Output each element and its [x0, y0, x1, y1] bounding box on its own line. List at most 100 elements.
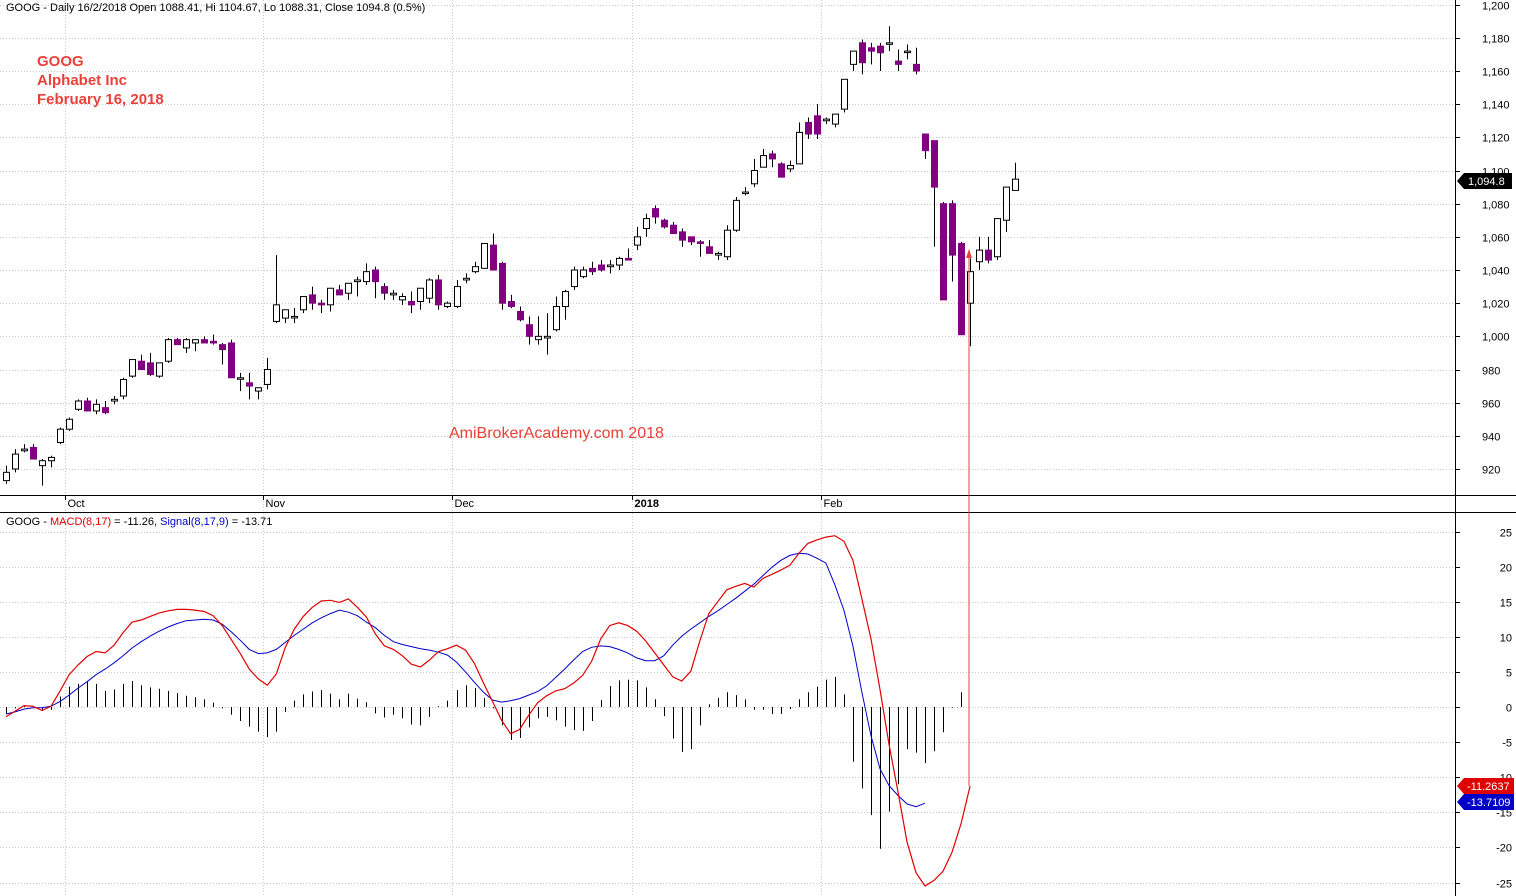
candle-body: [192, 339, 199, 344]
x-tick-label: Oct: [68, 498, 85, 510]
annotation-ticker: GOOG: [37, 53, 84, 70]
signal-value-tag: -13.7109: [1457, 794, 1514, 810]
candle-body: [327, 287, 334, 306]
candlestick-series: [3, 26, 1019, 486]
candle-body: [463, 277, 470, 281]
price-tick-label: 1,060: [1482, 233, 1510, 245]
candle-body: [841, 78, 848, 110]
candle-body: [850, 50, 857, 65]
price-tick-label: 980: [1482, 366, 1500, 378]
candle-body: [832, 113, 839, 125]
macd-tick-label: 10: [1500, 633, 1512, 645]
macd-tick-label: -5: [1502, 738, 1512, 750]
candle-body: [156, 362, 163, 377]
price-grid: [0, 0, 1460, 896]
candle-body: [228, 342, 235, 379]
candle-body: [390, 292, 397, 296]
price-tick-label: 1,120: [1482, 133, 1510, 145]
candle-body: [634, 236, 641, 246]
candle-body: [958, 242, 965, 336]
price-axis-labels: 920 940 960 980 1,000 1,020 1,040 1,060 1,080 1,1…: [1482, 1, 1510, 477]
candle-body: [625, 257, 632, 261]
candle-body: [472, 266, 479, 273]
candle-body: [490, 244, 497, 271]
candle-body: [102, 407, 109, 414]
candle-body: [147, 362, 154, 375]
candle-body: [93, 403, 100, 412]
candle-body: [868, 47, 875, 52]
macd-tick-label: 5: [1506, 668, 1512, 680]
candle-body: [976, 249, 983, 263]
candle-body: [859, 42, 866, 64]
candle-body: [454, 286, 461, 307]
candle-body: [643, 218, 650, 230]
candle-body: [931, 140, 938, 188]
annotation-date: February 16, 2018: [37, 91, 164, 108]
x-tick-label: Feb: [824, 498, 843, 510]
price-tick-label: 1,020: [1482, 299, 1510, 311]
macd-tick-label: 20: [1500, 563, 1512, 575]
candle-body: [282, 309, 289, 319]
candle-body: [138, 360, 145, 371]
candle-body: [823, 118, 830, 122]
candle-body: [904, 50, 911, 54]
candle-body: [201, 339, 208, 344]
macd-tick-label: 15: [1500, 598, 1512, 610]
price-tick-label: 1,160: [1482, 67, 1510, 79]
candle-body: [886, 42, 893, 45]
candle-body: [814, 115, 821, 135]
candle-body: [354, 279, 361, 283]
macd-header-prefix: GOOG -: [6, 516, 50, 528]
candle-body: [562, 291, 569, 307]
candle-body: [616, 257, 623, 266]
candle-body: [994, 218, 1001, 258]
macd-histogram-series: [6, 676, 962, 849]
candle-body: [661, 219, 668, 228]
price-tick-label: 920: [1482, 465, 1500, 477]
candle-body: [291, 315, 298, 319]
candle-body: [769, 153, 776, 160]
candle-body: [345, 282, 352, 294]
candle-body: [481, 242, 488, 269]
signal-value-tag-text: -13.7109: [1467, 797, 1510, 809]
annotation-arrowhead: [966, 249, 972, 258]
candle-body: [742, 191, 749, 195]
candle-body: [435, 279, 442, 306]
candle-body: [174, 339, 181, 346]
candle-body: [246, 382, 253, 387]
candle-body: [796, 131, 803, 165]
last-price-tag-text: 1,094.8: [1468, 176, 1505, 188]
candle-body: [183, 339, 190, 349]
macd-header: GOOG - MACD(8,17) = -11.26, Signal(8,17,…: [6, 516, 272, 528]
candle-body: [940, 203, 947, 301]
candle-body: [111, 398, 118, 402]
candle-body: [120, 378, 127, 397]
price-tick-label: 1,200: [1482, 1, 1510, 13]
candle-body: [778, 163, 785, 178]
candle-body: [264, 369, 271, 385]
candle-body: [553, 305, 560, 331]
candle-body: [724, 229, 731, 258]
price-tick-label: 1,080: [1482, 200, 1510, 212]
x-axis-labels: Oct Nov Dec 2018 Feb: [68, 498, 843, 510]
macd-tick-label: -15: [1496, 808, 1512, 820]
candle-body: [237, 377, 244, 380]
candle-body: [805, 121, 812, 135]
macd-tick-label: 0: [1506, 703, 1512, 715]
candle-body: [1003, 186, 1010, 221]
x-tick-label: Dec: [455, 498, 475, 510]
candle-body: [670, 224, 677, 235]
candle-body: [580, 269, 587, 278]
candle-body: [877, 45, 884, 54]
candle-body: [12, 453, 19, 470]
candle-body: [508, 301, 515, 307]
x-tick-label: Nov: [266, 498, 286, 510]
price-tick-label: 960: [1482, 399, 1500, 411]
candle-body: [697, 241, 704, 244]
candle-body: [688, 236, 695, 243]
candle-body: [544, 335, 551, 339]
price-tick-label: 940: [1482, 432, 1500, 444]
macd-grid: [0, 532, 1460, 884]
candle-body: [922, 133, 929, 152]
candle-body: [444, 302, 451, 307]
